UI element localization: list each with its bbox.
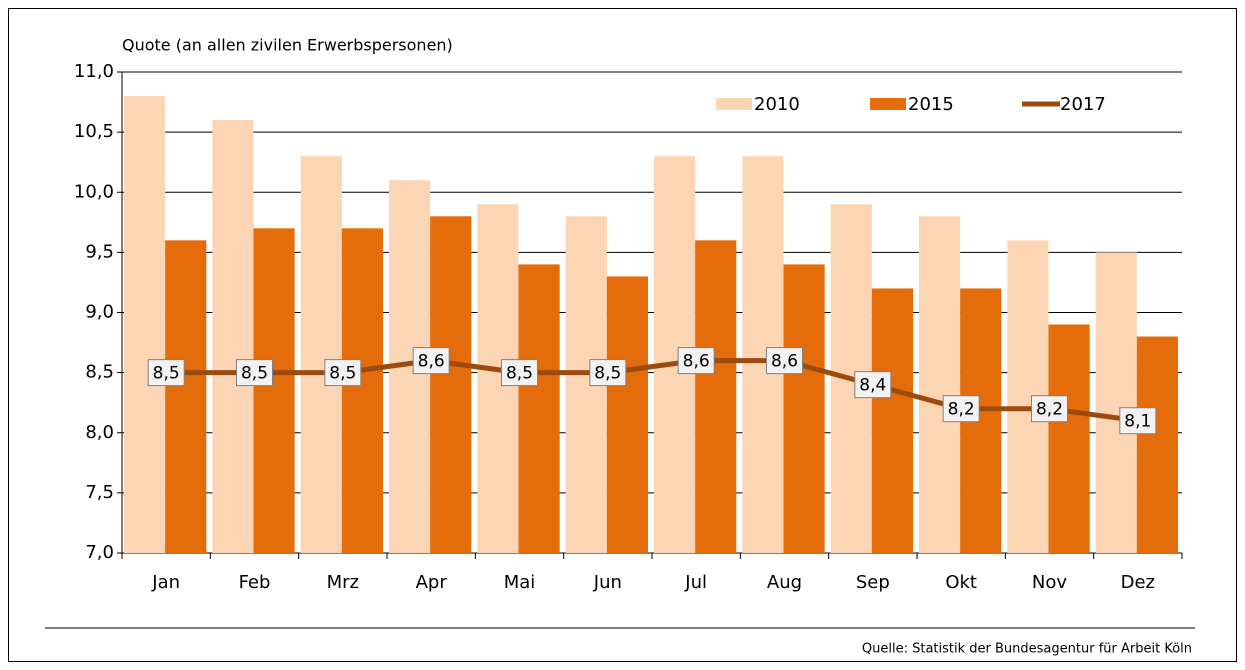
y-tick-label: 10,0 bbox=[74, 181, 114, 202]
x-tick-label: Jul bbox=[684, 572, 707, 593]
data-label-box bbox=[589, 359, 627, 387]
x-tick-label: Mai bbox=[504, 572, 536, 593]
bar bbox=[1048, 324, 1090, 553]
bar bbox=[300, 156, 342, 554]
data-label-box bbox=[854, 371, 892, 399]
data-label: 8,1 bbox=[1124, 412, 1151, 432]
x-tick-label: Dez bbox=[1121, 572, 1155, 593]
data-label-box bbox=[501, 359, 538, 387]
legend-label: 2010 bbox=[754, 94, 800, 115]
y-tick-label: 8,0 bbox=[85, 422, 114, 443]
axis-label: Quote (an allen zivilen Erwerbspersonen) bbox=[122, 36, 453, 55]
x-tick-label: Okt bbox=[945, 572, 977, 593]
data-label-box bbox=[1031, 395, 1068, 423]
data-label-box bbox=[942, 395, 980, 423]
legend-label: 2017 bbox=[1060, 94, 1106, 115]
data-label-box bbox=[1119, 407, 1157, 435]
data-label: 8,5 bbox=[153, 364, 180, 384]
bar bbox=[518, 264, 560, 553]
x-tick-label: Apr bbox=[416, 572, 448, 593]
x-tick-label: Aug bbox=[767, 572, 802, 593]
frame bbox=[8, 8, 1237, 662]
bar bbox=[253, 228, 295, 553]
bar bbox=[783, 264, 825, 553]
data-label: 8,4 bbox=[859, 376, 886, 396]
bar bbox=[606, 276, 648, 553]
data-label-box bbox=[677, 347, 715, 375]
data-label-box bbox=[147, 359, 185, 387]
x-tick-label: Mrz bbox=[327, 572, 359, 593]
data-label-box bbox=[766, 347, 803, 375]
data-label-box bbox=[412, 347, 450, 375]
data-label: 8,2 bbox=[948, 400, 975, 420]
legend-label: 2015 bbox=[908, 94, 954, 115]
y-tick-label: 9,0 bbox=[85, 302, 114, 323]
legend-swatch bbox=[716, 98, 752, 110]
y-tick-label: 8,5 bbox=[85, 362, 114, 383]
x-tick-label: Jan bbox=[151, 572, 180, 593]
bar bbox=[165, 240, 207, 553]
y-tick-label: 9,5 bbox=[85, 241, 114, 262]
data-label: 8,5 bbox=[594, 364, 621, 384]
bar bbox=[212, 120, 254, 553]
bar bbox=[430, 216, 472, 554]
bar bbox=[919, 216, 961, 554]
y-tick-label: 7,0 bbox=[85, 542, 114, 563]
data-label-box bbox=[324, 359, 362, 387]
x-tick-label: Nov bbox=[1032, 572, 1067, 593]
bar bbox=[124, 96, 166, 554]
data-label: 8,6 bbox=[418, 352, 445, 372]
y-tick-label: 10,5 bbox=[74, 121, 114, 142]
data-label: 8,5 bbox=[506, 364, 533, 384]
data-label: 8,6 bbox=[771, 352, 798, 372]
legend-swatch bbox=[870, 98, 906, 110]
data-label: 8,2 bbox=[1036, 400, 1063, 420]
bar bbox=[871, 288, 913, 553]
data-label-box bbox=[236, 359, 273, 387]
y-tick-label: 11,0 bbox=[74, 61, 114, 82]
y-tick-label: 7,5 bbox=[85, 482, 114, 503]
bar bbox=[1095, 252, 1137, 553]
bar bbox=[695, 240, 737, 553]
bar bbox=[341, 228, 383, 553]
data-label: 8,5 bbox=[329, 364, 356, 384]
x-tick-label: Sep bbox=[856, 572, 890, 593]
data-label: 8,6 bbox=[683, 352, 710, 372]
x-tick-label: Jun bbox=[593, 572, 622, 593]
source: Quelle: Statistik der Bundesagentur für … bbox=[862, 642, 1192, 657]
x-tick-label: Feb bbox=[239, 572, 271, 593]
data-label: 8,5 bbox=[241, 364, 268, 384]
bar bbox=[1136, 336, 1178, 553]
